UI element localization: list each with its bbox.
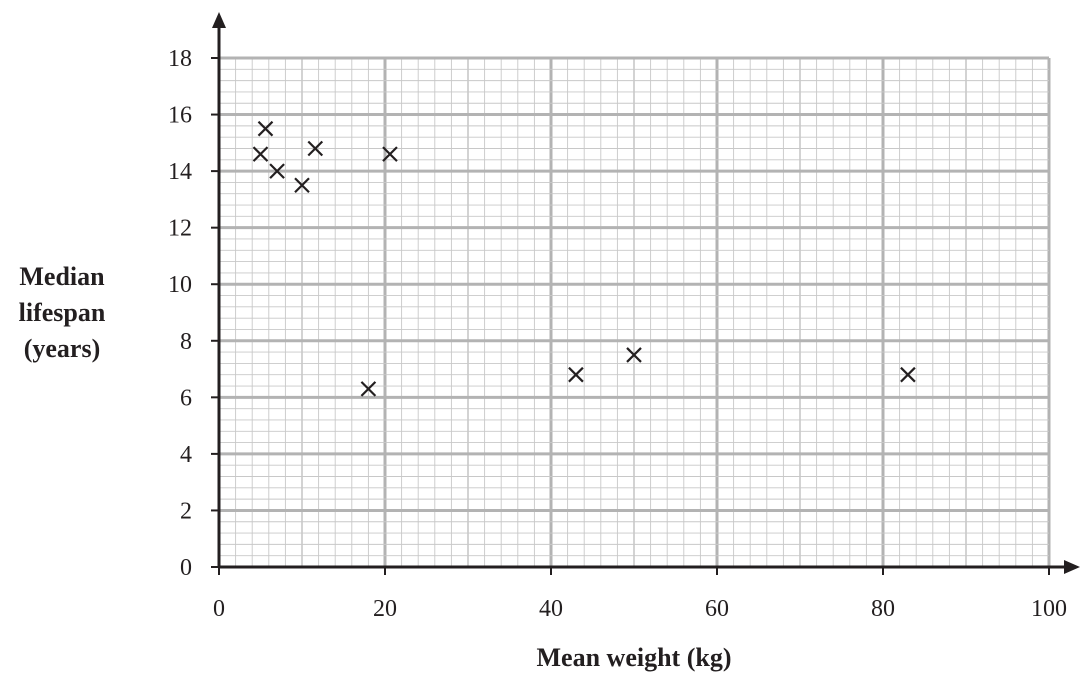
data-point-stroke bbox=[257, 120, 274, 137]
y-tick-label: 16 bbox=[168, 103, 192, 129]
y-axis-label-line-2: lifespan bbox=[19, 298, 106, 327]
data-point-stroke bbox=[360, 381, 377, 397]
data-point bbox=[307, 140, 324, 157]
data-point-stroke bbox=[252, 146, 269, 162]
data-point-stroke bbox=[269, 163, 285, 179]
data-point-stroke bbox=[626, 347, 642, 363]
data-point-stroke bbox=[900, 366, 916, 383]
x-tick-label: 80 bbox=[871, 596, 895, 622]
x-tick-label: 0 bbox=[213, 596, 225, 622]
y-tick-label: 4 bbox=[180, 442, 192, 468]
x-tick-label: 40 bbox=[539, 596, 563, 622]
data-points bbox=[252, 120, 916, 397]
y-tick-label: 6 bbox=[180, 385, 192, 411]
data-point bbox=[626, 347, 642, 363]
grid bbox=[217, 56, 1051, 569]
data-point-stroke bbox=[382, 146, 398, 162]
data-point bbox=[900, 366, 916, 383]
data-point-stroke bbox=[568, 366, 584, 383]
data-point bbox=[269, 163, 285, 179]
x-tick-label: 100 bbox=[1031, 596, 1067, 622]
data-point-stroke bbox=[294, 177, 310, 194]
y-tick-label: 8 bbox=[180, 329, 192, 355]
y-tick-label: 18 bbox=[168, 46, 192, 72]
data-point-stroke bbox=[307, 140, 324, 157]
y-tick-label: 12 bbox=[168, 216, 192, 242]
y-axis-label-line-3: (years) bbox=[24, 334, 101, 363]
y-tick-label: 10 bbox=[168, 272, 192, 298]
axes bbox=[211, 12, 1080, 575]
data-point bbox=[257, 120, 274, 137]
x-axis-arrow bbox=[1064, 560, 1080, 574]
tick-labels: 0 20 40 60 80 100 0 2 4 6 8 10 12 14 16 18 bbox=[168, 46, 1067, 622]
x-tick-label: 60 bbox=[705, 596, 729, 622]
data-point bbox=[294, 177, 310, 194]
y-tick-label: 2 bbox=[180, 498, 192, 524]
data-point bbox=[382, 146, 398, 162]
x-axis-label: Mean weight (kg) bbox=[537, 643, 732, 672]
data-point bbox=[360, 381, 377, 397]
x-tick-label: 20 bbox=[373, 596, 397, 622]
y-tick-label: 0 bbox=[180, 555, 192, 581]
y-axis-label-line-1: Median bbox=[19, 262, 105, 291]
y-axis-arrow bbox=[212, 12, 226, 28]
data-point bbox=[568, 366, 584, 383]
data-point bbox=[252, 146, 269, 162]
y-tick-label: 14 bbox=[168, 159, 192, 185]
